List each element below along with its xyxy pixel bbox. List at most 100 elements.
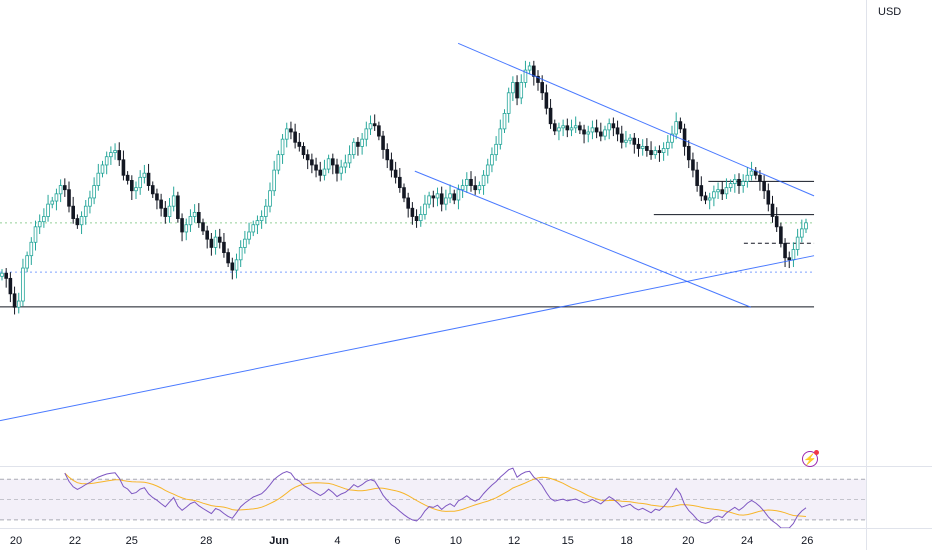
candle-body-72: [301, 145, 306, 156]
candle-body-55: [230, 262, 235, 271]
candle-body-22: [92, 185, 96, 199]
candle-body-27: [113, 150, 117, 153]
candle-body-68: [284, 128, 289, 140]
time-tick-0: 20: [10, 535, 22, 547]
candle-body-87: [364, 128, 369, 140]
candle-body-58: [243, 238, 247, 248]
candle-body-0: [0, 272, 4, 277]
candle-body-65: [272, 169, 276, 192]
candle-body-45: [188, 216, 193, 226]
candle-body-113: [473, 185, 477, 191]
candle-body-99: [414, 216, 419, 222]
candle-body-177: [741, 181, 745, 186]
candle-body-75: [314, 164, 318, 171]
candle-body-56: [234, 259, 239, 271]
candle-body-172: [720, 189, 725, 195]
candle-body-93: [389, 159, 394, 171]
candle-body-174: [728, 183, 733, 189]
candle-body-117: [490, 154, 494, 166]
candle-body-167: [699, 185, 704, 197]
price-axis[interactable]: [866, 0, 932, 550]
candle-body-9: [37, 221, 42, 228]
candle-body-176: [737, 178, 741, 186]
candle-body-188: [787, 257, 792, 261]
candle-body-136: [569, 127, 574, 131]
candle-body-138: [578, 125, 582, 131]
candle-body-47: [197, 211, 201, 224]
candle-body-160: [670, 133, 674, 143]
candle-body-71: [297, 141, 302, 147]
candle-body-41: [171, 195, 176, 207]
candle-body-158: [661, 148, 666, 153]
candle-body-69: [289, 128, 293, 133]
candle-body-125: [523, 69, 528, 83]
candle-body-86: [360, 138, 364, 147]
candle-body-146: [611, 123, 616, 129]
candle-body-121: [506, 92, 511, 114]
trendline-2: [0, 255, 815, 422]
candle-body-151: [632, 137, 637, 145]
candle-body-44: [184, 224, 189, 233]
candle-body-83: [347, 154, 352, 164]
candle-body-57: [238, 247, 243, 261]
candle-body-63: [264, 205, 268, 217]
candle-body-104: [435, 193, 440, 199]
time-tick-6: 6: [394, 535, 400, 547]
candle-body-105: [439, 193, 444, 205]
candle-body-103: [431, 195, 436, 199]
candle-body-32: [134, 187, 138, 192]
candle-body-38: [159, 199, 163, 209]
candle-body-23: [96, 172, 101, 186]
candle-body-162: [678, 121, 683, 130]
trendline-0: [457, 42, 815, 197]
candle-body-173: [724, 187, 729, 195]
candle-body-60: [251, 224, 256, 233]
candle-body-81: [339, 166, 343, 174]
candle-body-111: [465, 178, 469, 186]
time-tick-10: 18: [621, 535, 633, 547]
candle-body-11: [46, 203, 50, 217]
candle-body-1: [4, 272, 8, 279]
candle-body-25: [104, 156, 109, 166]
currency-label[interactable]: USD: [878, 6, 902, 18]
candle-body-19: [79, 216, 84, 226]
candle-body-79: [331, 158, 335, 166]
candle-body-50: [209, 238, 214, 248]
candle-body-179: [749, 170, 754, 176]
candle-body-5: [21, 267, 25, 302]
candle-body-61: [255, 220, 260, 226]
candle-body-150: [628, 137, 632, 141]
time-tick-11: 20: [682, 535, 694, 547]
candle-body-185: [774, 216, 779, 228]
candle-body-145: [607, 123, 611, 131]
candle-body-97: [406, 197, 410, 209]
candle-body-88: [368, 123, 373, 130]
candle-body-36: [150, 185, 155, 195]
candle-body-12: [50, 200, 55, 205]
candle-body-147: [615, 127, 620, 135]
candle-body-29: [121, 159, 126, 176]
candle-body-59: [247, 231, 251, 240]
candle-body-129: [540, 82, 544, 94]
pane-separator[interactable]: [0, 466, 932, 467]
time-tick-8: 12: [508, 535, 520, 547]
time-tick-4: Jun: [269, 535, 289, 547]
candle-body-107: [448, 193, 452, 199]
time-tick-7: 10: [450, 535, 462, 547]
candle-body-149: [624, 139, 628, 143]
candle-body-161: [674, 121, 678, 135]
time-axis-separator: [0, 528, 932, 529]
candle-body-175: [733, 178, 737, 184]
candle-body-112: [469, 178, 473, 186]
candle-body-140: [586, 131, 591, 135]
candle-body-30: [125, 174, 130, 181]
candle-body-67: [280, 138, 285, 156]
candle-body-2: [8, 277, 13, 295]
candle-body-4: [16, 300, 21, 308]
flash-icon[interactable]: ⚡: [802, 450, 819, 467]
candle-body-187: [783, 242, 787, 259]
candle-body-123: [515, 82, 519, 99]
candle-body-141: [590, 127, 595, 133]
